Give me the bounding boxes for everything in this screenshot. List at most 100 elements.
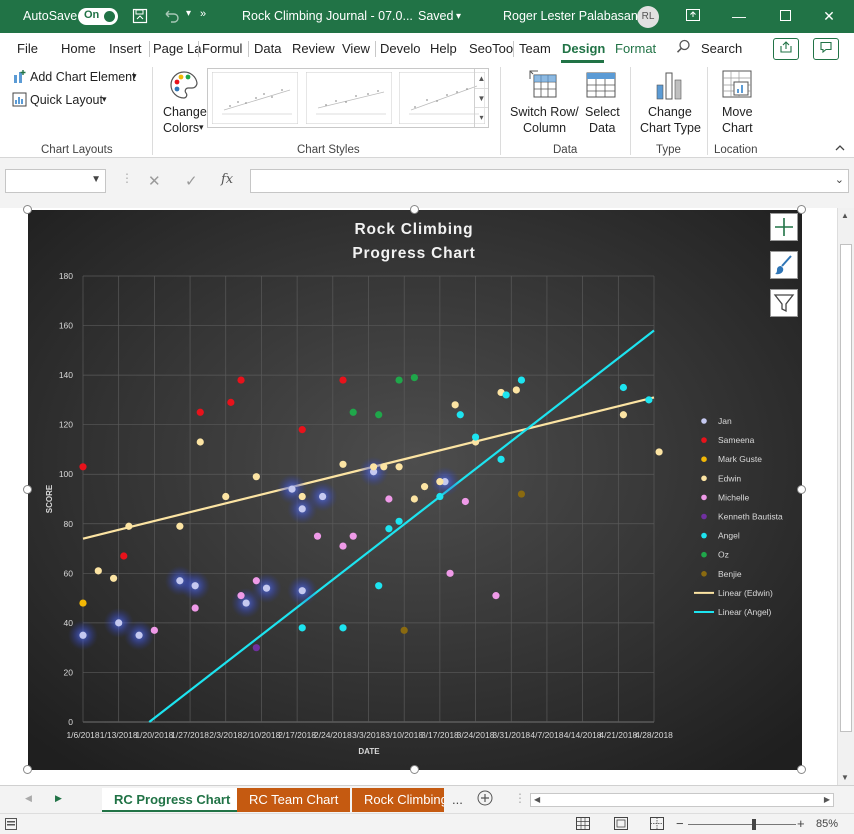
data-point[interactable] bbox=[339, 460, 347, 468]
sheet-tab-rc-progress-chart[interactable]: RC Progress Chart bbox=[102, 788, 243, 812]
tab-review[interactable]: Review bbox=[292, 41, 335, 56]
chart-style-thumbnail[interactable] bbox=[305, 71, 393, 125]
enter-icon[interactable]: ✓ bbox=[185, 173, 198, 190]
splitter-icon[interactable]: ⋮ bbox=[514, 791, 526, 805]
tab-format[interactable]: Format bbox=[615, 41, 657, 56]
chart-filters-button[interactable] bbox=[770, 289, 798, 317]
data-point[interactable] bbox=[252, 577, 260, 585]
zoom-in-icon[interactable]: + bbox=[797, 816, 805, 831]
legend-label[interactable]: Benjie bbox=[718, 569, 742, 579]
gallery-down-icon[interactable]: ▼ bbox=[475, 88, 488, 107]
tab-home[interactable]: Home bbox=[61, 41, 96, 56]
data-point[interactable] bbox=[109, 574, 118, 582]
trendline[interactable] bbox=[148, 329, 655, 723]
data-point[interactable] bbox=[242, 599, 250, 607]
legend-label[interactable]: Linear (Angel) bbox=[718, 607, 772, 617]
data-point[interactable] bbox=[492, 592, 500, 600]
chart-elements-button[interactable] bbox=[770, 213, 798, 241]
data-point[interactable] bbox=[420, 483, 429, 491]
data-point[interactable] bbox=[313, 532, 322, 540]
chevron-down-icon[interactable]: ▾ bbox=[102, 94, 107, 104]
sheet-tab-rc-team-chart[interactable]: RC Team Chart bbox=[237, 788, 351, 812]
prev-sheet-icon[interactable]: ◀ bbox=[25, 793, 32, 803]
tab-view[interactable]: View bbox=[342, 41, 370, 56]
data-point[interactable] bbox=[196, 438, 204, 446]
data-point[interactable] bbox=[262, 584, 271, 592]
data-point[interactable] bbox=[517, 490, 526, 498]
data-point[interactable] bbox=[395, 376, 403, 384]
data-point[interactable] bbox=[135, 631, 143, 639]
data-point[interactable] bbox=[456, 411, 464, 419]
data-point[interactable] bbox=[120, 552, 128, 560]
x-axis-title[interactable]: DATE bbox=[358, 747, 380, 756]
tab-seotools[interactable]: SeoToo bbox=[469, 41, 514, 56]
resize-handle[interactable] bbox=[23, 485, 32, 494]
data-point[interactable] bbox=[319, 492, 327, 501]
resize-handle[interactable] bbox=[410, 765, 419, 774]
data-point[interactable] bbox=[497, 455, 505, 463]
data-point[interactable] bbox=[655, 448, 663, 456]
normal-view-icon[interactable] bbox=[576, 817, 590, 833]
data-point[interactable] bbox=[645, 396, 653, 404]
switch-row-column-label-1[interactable]: Switch Row/ bbox=[510, 105, 579, 119]
legend-label[interactable]: Angel bbox=[718, 531, 740, 541]
tab-insert[interactable]: Insert bbox=[109, 41, 142, 56]
legend-label[interactable]: Mark Guste bbox=[718, 454, 762, 464]
sheet-tab-rock-climbing[interactable]: Rock Climbing bbox=[352, 788, 444, 812]
tab-file[interactable]: File bbox=[17, 41, 38, 56]
data-point[interactable] bbox=[375, 582, 383, 590]
select-data-label-1[interactable]: Select bbox=[585, 105, 620, 119]
data-point[interactable] bbox=[395, 517, 403, 525]
chart-title-line-2[interactable]: Progress Chart bbox=[352, 245, 475, 262]
scroll-up-icon[interactable]: ▲ bbox=[841, 211, 849, 220]
data-point[interactable] bbox=[252, 644, 260, 652]
formula-input[interactable]: ⌄ bbox=[250, 169, 849, 193]
zoom-level[interactable]: 85% bbox=[816, 818, 839, 830]
cancel-icon[interactable]: ✕ bbox=[148, 173, 161, 190]
data-point[interactable] bbox=[385, 525, 393, 533]
data-point[interactable] bbox=[339, 376, 347, 384]
tab-data[interactable]: Data bbox=[254, 41, 282, 56]
resize-handle[interactable] bbox=[797, 205, 806, 214]
legend-label[interactable]: Sameena bbox=[718, 435, 755, 445]
data-point[interactable] bbox=[400, 626, 408, 634]
chart-title-line-1[interactable]: Rock Climbing bbox=[355, 221, 474, 238]
data-point[interactable] bbox=[150, 626, 158, 634]
undo-icon[interactable] bbox=[162, 8, 180, 27]
quick-layout-button[interactable]: Quick Layout bbox=[30, 93, 103, 107]
chevron-down-icon[interactable]: ▾ bbox=[456, 11, 462, 22]
new-sheet-icon[interactable] bbox=[477, 790, 493, 809]
vertical-scrollbar[interactable]: ▲ ▼ bbox=[837, 208, 854, 785]
data-point[interactable] bbox=[512, 386, 520, 394]
maximize-icon[interactable] bbox=[770, 5, 800, 27]
gallery-up-icon[interactable]: ▲ bbox=[477, 74, 486, 83]
data-point[interactable] bbox=[619, 411, 628, 419]
close-icon[interactable]: ✕ bbox=[823, 8, 835, 24]
chart-styles-button[interactable] bbox=[770, 251, 798, 279]
tab-help[interactable]: Help bbox=[430, 41, 457, 56]
data-point[interactable] bbox=[502, 391, 510, 399]
more-commands-icon[interactable]: » bbox=[200, 8, 207, 20]
resize-handle[interactable] bbox=[797, 765, 806, 774]
data-point[interactable] bbox=[385, 495, 393, 503]
data-point[interactable] bbox=[125, 522, 133, 530]
legend-label[interactable]: Jan bbox=[718, 416, 732, 426]
tab-team[interactable]: Team bbox=[519, 41, 551, 56]
data-point[interactable] bbox=[451, 401, 459, 409]
data-point[interactable] bbox=[369, 463, 378, 471]
chevron-down-icon[interactable]: ▾ bbox=[199, 122, 204, 132]
tab-formulas[interactable]: Formul bbox=[202, 41, 243, 56]
tab-page-layout[interactable]: Page La bbox=[153, 41, 202, 56]
change-colors-label-2[interactable]: Colors bbox=[163, 121, 200, 135]
data-point[interactable] bbox=[436, 478, 444, 486]
tab-developer[interactable]: Develo bbox=[380, 41, 421, 56]
data-point[interactable] bbox=[410, 495, 418, 503]
data-point[interactable] bbox=[349, 532, 357, 540]
data-point[interactable] bbox=[79, 631, 87, 639]
data-point[interactable] bbox=[94, 567, 102, 575]
data-point[interactable] bbox=[471, 438, 480, 446]
minimize-icon[interactable]: — bbox=[732, 8, 746, 24]
page-break-view-icon[interactable] bbox=[650, 817, 664, 833]
chevron-down-icon[interactable]: ▼ bbox=[91, 174, 101, 185]
switch-row-column-label-2[interactable]: Column bbox=[523, 121, 567, 135]
